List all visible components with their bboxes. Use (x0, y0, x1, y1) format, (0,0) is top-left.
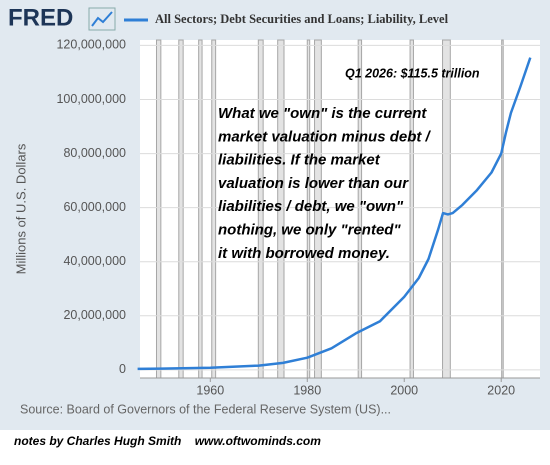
annotation-note: it with borrowed money. (218, 245, 390, 262)
recession-bar (178, 39, 184, 379)
annotation-note: liabilities / debt, we "own" (218, 198, 404, 215)
recession-bar (409, 39, 414, 379)
y-tick-label: 0 (119, 362, 126, 376)
y-tick-label: 80,000,000 (63, 146, 126, 160)
annotation-note: liabilities. If the market (218, 152, 381, 169)
x-tick-label: 1980 (293, 383, 321, 397)
legend-label: All Sectors; Debt Securities and Loans; … (155, 12, 449, 26)
y-tick-label: 120,000,000 (56, 38, 126, 52)
annotation-value: Q1 2026: $115.5 trillion (345, 66, 480, 80)
recession-bar (198, 39, 203, 379)
source: Source: Board of Governors of the Federa… (20, 402, 391, 416)
recession-bar (501, 39, 504, 379)
plot: 0 20,000,000 40,000,000 60,000,000 80,000,00… (56, 38, 540, 397)
logo: FRED (8, 4, 73, 31)
logo-icon (91, 11, 113, 27)
recession-bar (155, 39, 162, 379)
annotation-note: What we "own" is the current (218, 105, 427, 122)
y-axis-label: Millions of U.S. Dollars (13, 143, 28, 274)
x-tick-label: 2020 (487, 383, 515, 397)
plot-area (140, 40, 540, 378)
y-tick-label: 60,000,000 (63, 200, 126, 214)
recession-bar (442, 39, 451, 379)
x-tick-label: 2000 (390, 383, 418, 397)
series-line (137, 57, 532, 371)
y-tick-label: 100,000,000 (56, 92, 126, 106)
y-tick-label: 20,000,000 (63, 308, 126, 322)
annotation-note: nothing, we only "rented" (218, 221, 401, 238)
logo-frame (88, 7, 116, 31)
annotation-note: valuation is lower than our (218, 175, 409, 192)
footer-background (0, 430, 550, 460)
recession-bar (211, 39, 217, 379)
y-tick-label: 40,000,000 (63, 254, 126, 268)
footer: notes by Charles Hugh Smith www.oftwomin… (14, 434, 321, 448)
annotation-note: market valuation minus debt / (218, 128, 432, 145)
x-tick-label: 1960 (196, 383, 224, 397)
